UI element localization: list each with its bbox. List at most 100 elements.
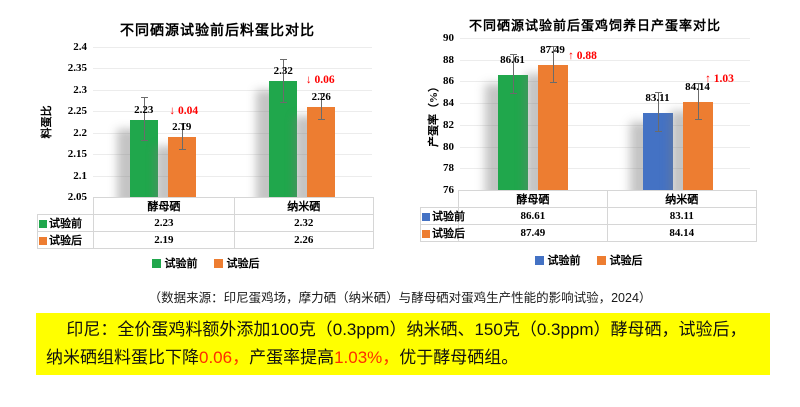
summary-segment: 产蛋率提高	[249, 348, 335, 367]
value-label: 83.11	[645, 91, 670, 104]
table-row: 试验后 87.49 84.14	[419, 224, 758, 242]
gridline	[93, 47, 372, 48]
gridline	[93, 89, 372, 91]
data-table: 酵母硒 纳米硒 试验前 86.61 83.11 试验后 87.49 84.14	[419, 190, 758, 242]
plot-area: 86.61 83.11 87.49 84.14 ↑ 0.88 ↑ 1.03	[460, 38, 750, 191]
value-label: 84.14	[685, 80, 710, 93]
error-bar	[697, 83, 699, 120]
legend-swatch-icon	[213, 258, 223, 268]
gridline	[93, 68, 372, 70]
y-tick-label: 88	[443, 53, 454, 66]
y-tick-label: 2.15	[67, 148, 87, 161]
gridline	[93, 111, 372, 113]
gridline	[460, 38, 750, 39]
legend-swatch-icon	[596, 255, 606, 265]
summary-highlight-box: 印尼：全价蛋鸡料额外添加100克（0.3ppm）纳米硒、150克（0.3ppm）…	[36, 313, 770, 375]
value-cell: 84.14	[606, 224, 758, 242]
table-row: 试验前 2.23 2.32	[36, 214, 375, 232]
legend-item: 试验后	[596, 252, 643, 268]
series-marker-icon	[422, 213, 430, 221]
value-label: 2.19	[172, 121, 192, 133]
y-tick-label: 2.3	[73, 83, 87, 96]
gridline	[93, 132, 372, 134]
y-tick-label: 86	[443, 75, 454, 88]
value-label: 86.61	[500, 53, 525, 66]
category-header: 酵母硒	[93, 197, 235, 215]
error-bar-cap	[654, 131, 662, 133]
legend-label: 试验前	[547, 255, 581, 267]
change-annotation: ↑ 1.03	[705, 72, 734, 85]
gridline	[93, 175, 372, 177]
table-header-row: 酵母硒 纳米硒	[421, 190, 758, 208]
y-tick-label: 2.05	[67, 191, 87, 203]
gridline	[460, 81, 750, 83]
gridline	[460, 59, 750, 61]
error-bar	[181, 124, 183, 150]
value-cell: 2.32	[233, 214, 375, 232]
table-row: 试验后 2.19 2.26	[36, 231, 375, 249]
gridline	[460, 146, 750, 148]
series-label-cell: 试验后	[419, 224, 465, 242]
error-bar-cap	[318, 93, 326, 95]
legend-swatch-icon	[534, 255, 544, 265]
category-header: 酵母硒	[458, 190, 608, 208]
value-cell: 2.19	[93, 231, 235, 249]
error-bar-cap	[280, 101, 288, 103]
y-tick-label: 80	[443, 140, 454, 153]
error-bar-cap	[694, 82, 702, 84]
data-source-note: （数据来源：印尼蛋鸡场，摩力硒（纳米硒）与酵母硒对蛋鸡生产性能的影响试验，202…	[148, 291, 652, 305]
value-label: 2.32	[273, 65, 293, 78]
y-tick-label: 84	[443, 97, 454, 110]
gridline	[93, 154, 372, 156]
series-marker-icon	[39, 237, 47, 245]
error-bar-cap	[178, 148, 186, 150]
chart-feed-egg-ratio: 不同硒源试验前后料蛋比对比 料蛋比 2.23 2.32 2.19 2.26 ↓ 0.04…	[30, 10, 375, 282]
summary-segment: 印尼：全价蛋鸡料额外添加100克（0.3ppm）纳米硒、150克（0.3ppm）…	[46, 320, 747, 367]
legend-label: 试验后	[609, 255, 643, 267]
category-header: 纳米硒	[606, 190, 758, 208]
bar-试验后-酵母硒	[537, 65, 568, 190]
plot-area: 2.23 2.32 2.19 2.26 ↓ 0.04 ↓ 0.06	[93, 47, 372, 198]
gridline	[460, 103, 750, 105]
chart-title: 不同硒源试验前后料蛋比对比	[120, 24, 315, 39]
value-label: 87.49	[540, 44, 565, 57]
error-bar-cap	[178, 123, 186, 125]
y-tick-label: 78	[443, 162, 454, 175]
y-tick-label: 2.2	[73, 126, 87, 139]
table-header-row: 酵母硒 纳米硒	[38, 197, 375, 215]
legend-label: 试验后	[226, 258, 260, 270]
series-label: 试验前	[49, 218, 82, 230]
y-tick-label: 2.4	[73, 41, 87, 53]
error-bar-cap	[549, 46, 557, 48]
table-row: 试验前 86.61 83.11	[419, 207, 758, 225]
legend-item: 试验前	[151, 255, 198, 271]
series-label: 试验后	[432, 228, 465, 240]
error-bar-cap	[280, 58, 288, 60]
change-annotation: ↑ 0.88	[568, 50, 597, 63]
category-header: 纳米硒	[233, 197, 375, 215]
series-label-cell: 试验后	[36, 231, 95, 249]
error-bar	[552, 47, 554, 84]
y-tick-label: 2.25	[67, 105, 87, 118]
error-bar-cap	[140, 140, 148, 142]
legend: 试验前 试验后	[37, 255, 374, 271]
error-bar	[657, 93, 659, 133]
y-tick-label: 76	[443, 184, 454, 196]
y-axis-title: 产蛋率（%）	[428, 81, 440, 147]
legend: 试验前 试验后	[420, 252, 757, 268]
change-annotation: ↓ 0.06	[305, 74, 335, 86]
value-cell: 83.11	[606, 207, 758, 225]
y-tick-label: 2.1	[73, 169, 87, 182]
error-bar-cap	[654, 92, 662, 94]
value-label: 2.23	[134, 103, 154, 116]
legend-swatch-icon	[151, 258, 161, 268]
error-bar-cap	[509, 54, 517, 56]
gridline	[460, 124, 750, 126]
chart-title: 不同硒源试验前后蛋鸡饲养日产蛋率对比	[468, 18, 721, 33]
series-marker-icon	[422, 230, 430, 238]
legend-item: 试验前	[534, 252, 581, 268]
chart-laying-rate: 不同硒源试验前后蛋鸡饲养日产蛋率对比 产蛋率（%） 86.61 83.11 87.4…	[419, 5, 758, 280]
error-bar-cap	[140, 97, 148, 99]
value-cell: 87.49	[458, 224, 608, 242]
